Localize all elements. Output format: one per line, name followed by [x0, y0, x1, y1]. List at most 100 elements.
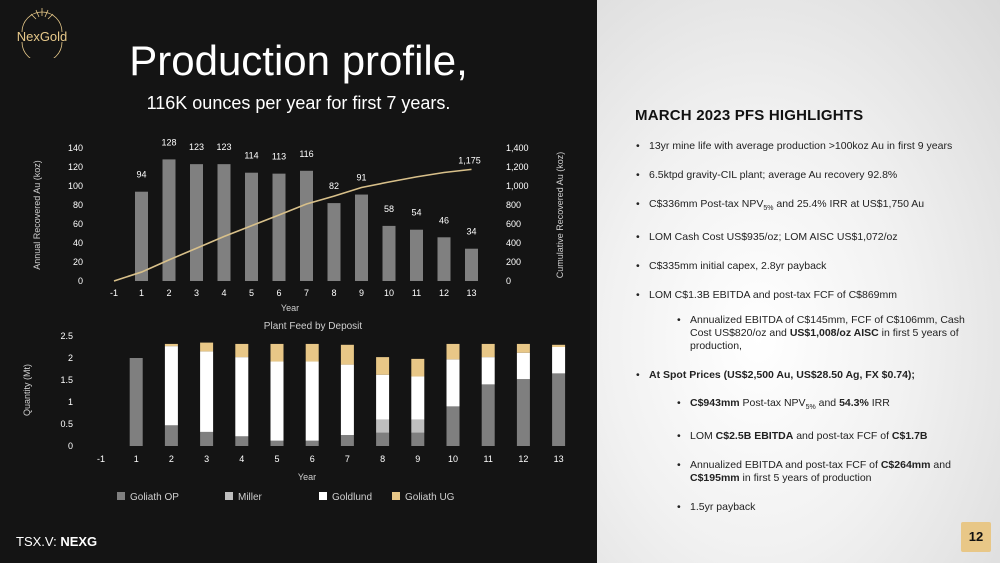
x-tick-label: 13 — [466, 288, 476, 298]
x-tick-label: 6 — [310, 454, 315, 464]
stacked-bar-segment — [200, 342, 214, 352]
stacked-bar-segment — [235, 357, 249, 437]
x-axis-label: Year — [298, 472, 316, 482]
production-bar — [437, 237, 451, 281]
highlight-subscript: 5% — [763, 205, 774, 213]
x-tick-label: 3 — [204, 454, 209, 464]
stacked-bar-segment — [411, 376, 425, 420]
highlight-bold: US$1,008/oz AISC — [789, 327, 879, 339]
production-bar — [465, 248, 478, 281]
spot-item: 1.5yr payback — [677, 501, 980, 514]
stacked-bar-segment — [376, 432, 390, 446]
highlight-text: in first 5 years of production, — [690, 327, 959, 352]
stacked-bar-segment — [270, 361, 284, 441]
stacked-bar-segment — [481, 384, 495, 446]
highlight-text: 13yr mine life with average production >… — [649, 140, 953, 152]
stacked-bar-segment — [235, 436, 249, 446]
y-axis-label: Annual Recovered Au (koz) — [32, 160, 42, 270]
x-tick-label: 1 — [139, 288, 144, 298]
highlight-item: C$336mm Post-tax NPV5% and 25.4% IRR at … — [636, 198, 984, 215]
x-tick-label: 6 — [276, 288, 281, 298]
y2-tick-label: 1,400 — [506, 143, 529, 153]
y-tick-label: 1 — [68, 397, 73, 407]
spot-items-list: C$943mm Post-tax NPV5% and 54.3% IRR LOM… — [677, 397, 980, 514]
stacked-bar-segment — [446, 343, 460, 360]
page-number: 12 — [961, 522, 991, 552]
x-tick-label: 7 — [304, 288, 309, 298]
bar-data-label: 46 — [439, 215, 449, 225]
highlight-text: 6.5ktpd gravity-CIL plant; average Au re… — [649, 169, 898, 181]
y-axis-label: Quantity (Mt) — [22, 364, 32, 416]
production-bar — [135, 191, 148, 281]
stacked-bar-segment — [235, 343, 249, 358]
highlights-title: MARCH 2023 PFS HIGHLIGHTS — [635, 107, 864, 124]
legend-swatch — [319, 492, 327, 500]
spot-item: C$943mm Post-tax NPV5% and 54.3% IRR — [677, 397, 980, 414]
spot-text: LOM — [690, 430, 716, 443]
production-bar — [162, 159, 176, 281]
stacked-bar-segment — [376, 374, 390, 420]
spot-text: 1.5yr payback — [690, 501, 756, 514]
production-bar — [272, 173, 286, 281]
y-tick-label: 80 — [73, 200, 83, 210]
bar-data-label: 123 — [216, 142, 231, 152]
y-tick-label: 2.5 — [60, 331, 73, 341]
bar-data-label: 123 — [189, 142, 204, 152]
spot-bold: C$943mm — [690, 397, 740, 409]
spot-header-list: At Spot Prices (US$2,500 Au, US$28.50 Ag… — [636, 369, 984, 382]
legend-swatch — [225, 492, 233, 500]
logo-text: NexGold — [17, 29, 68, 44]
production-bar — [355, 194, 368, 281]
production-bar — [382, 225, 396, 281]
page-subtitle: 116K ounces per year for first 7 years. — [146, 93, 451, 113]
y2-tick-label: 1,200 — [506, 162, 529, 172]
production-bar — [217, 164, 231, 281]
y2-tick-label: 400 — [506, 238, 521, 248]
stacked-bar-segment — [340, 435, 354, 446]
highlight-text: and 25.4% IRR at US$1,750 Au — [773, 198, 925, 210]
x-tick-label: 11 — [412, 288, 421, 298]
legend-label: Goliath UG — [405, 492, 455, 503]
x-tick-label: 9 — [359, 288, 364, 298]
x-tick-label: 12 — [439, 288, 449, 298]
highlight-item: LOM Cash Cost US$935/oz; LOM AISC US$1,0… — [636, 231, 984, 244]
ticker-code: NEXG — [60, 534, 98, 549]
y-tick-label: 1.5 — [60, 375, 73, 385]
stacked-bar-segment — [305, 440, 319, 446]
stacked-bar-segment — [305, 361, 319, 441]
stacked-bar-segment — [552, 344, 566, 347]
spot-bold: C$264mm — [880, 459, 931, 472]
highlight-text: LOM C$1.3B EBITDA and post-tax FCF of C$… — [649, 289, 898, 302]
x-tick-label: 10 — [384, 288, 394, 298]
stacked-bar-segment — [446, 406, 460, 446]
legend-label: Goldlund — [332, 492, 372, 503]
nexgold-logo: NexGold — [17, 8, 68, 58]
production-bar — [190, 164, 203, 281]
bar-data-label: 34 — [466, 227, 476, 237]
stacked-bar-segment — [200, 431, 214, 446]
bar-data-label: 113 — [272, 152, 286, 162]
highlight-subitem: Annualized EBITDA of C$145mm, FCF of C$1… — [677, 314, 980, 353]
stacked-bar-segment — [164, 346, 178, 426]
highlight-item: C$335mm initial capex, 2.8yr payback — [636, 260, 984, 273]
highlight-text: LOM Cash Cost US$935/oz; LOM AISC US$1,0… — [649, 231, 898, 244]
stacked-bar-segment — [376, 419, 390, 433]
y2-tick-label: 200 — [506, 257, 521, 267]
stacked-bar-segment — [411, 419, 425, 433]
y-tick-label: 20 — [73, 257, 83, 267]
bar-data-label: 58 — [384, 204, 394, 214]
x-tick-label: 10 — [448, 454, 458, 464]
spot-text: IRR — [868, 397, 890, 409]
ticker-symbol: TSX.V: NEXG — [16, 534, 97, 549]
production-bar — [245, 172, 258, 281]
x-tick-label: 4 — [239, 454, 244, 464]
y2-tick-label: 1,000 — [506, 181, 529, 191]
y-tick-label: 40 — [73, 238, 83, 248]
legend-label: Miller — [238, 492, 263, 503]
cumulative-line — [113, 168, 472, 282]
stacked-bar-segment — [376, 357, 390, 375]
x-tick-label: 8 — [331, 288, 336, 298]
highlight-item: 13yr mine life with average production >… — [636, 140, 984, 153]
production-bar — [300, 170, 313, 281]
stacked-bar-segment — [411, 432, 425, 446]
